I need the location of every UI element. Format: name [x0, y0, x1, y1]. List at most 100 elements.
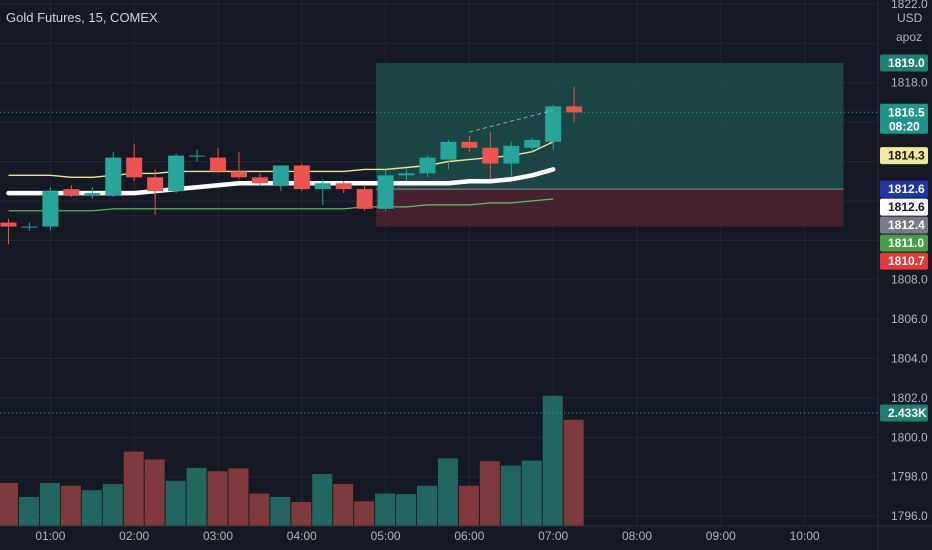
volume-bar	[563, 419, 584, 526]
price-tag-bg	[880, 216, 928, 234]
candles	[0, 86, 583, 245]
candle-body	[314, 183, 331, 190]
volume-bar	[144, 459, 165, 526]
price-tag-bg	[880, 234, 928, 252]
price-tag-bg	[880, 147, 928, 165]
candle-body	[189, 155, 206, 157]
volume-bar	[270, 496, 291, 526]
candle-body	[482, 147, 499, 164]
volume-bar	[291, 501, 312, 526]
candle-body	[168, 155, 185, 192]
price-tag-bg	[880, 54, 928, 72]
ma-green-line	[8, 198, 554, 212]
price-tick-label: 1804.0	[891, 352, 928, 366]
candle-body	[21, 226, 38, 228]
price-tick-label: 1796.0	[891, 509, 928, 523]
price-tag: 1812.4	[888, 218, 925, 232]
price-tick-label: 1822.0	[891, 0, 928, 11]
volume-bars	[0, 395, 584, 526]
currency-label[interactable]: USD	[897, 11, 923, 25]
time-tick-label: 07:00	[538, 529, 568, 543]
volume-bar	[542, 395, 563, 526]
volume-bar	[396, 494, 417, 526]
time-tick-label: 05:00	[371, 529, 401, 543]
candle-body	[545, 106, 562, 142]
candle-body	[293, 165, 310, 190]
candle-body	[461, 141, 478, 148]
candle-body	[503, 145, 520, 164]
candle-body	[42, 191, 59, 227]
candle-body	[251, 177, 268, 184]
volume-bar	[333, 484, 354, 526]
price-tag: 1812.6	[888, 182, 925, 196]
volume-bar	[39, 482, 60, 526]
price-lines	[0, 109, 878, 414]
volume-bar	[500, 465, 521, 526]
trend-dashed-line	[469, 109, 554, 133]
candle-body	[419, 157, 436, 174]
price-tag-time: 08:20	[889, 119, 920, 133]
time-tick-label: 09:00	[706, 529, 736, 543]
volume-bar	[312, 474, 333, 526]
price-tick-label: 1798.0	[891, 470, 928, 484]
time-tick-label: 10:00	[790, 529, 820, 543]
volume-bar	[186, 467, 207, 526]
volume-bar	[521, 460, 542, 526]
volume-bar	[165, 480, 186, 526]
position-zones	[376, 63, 844, 227]
price-tag-bg	[880, 180, 928, 198]
candle-body	[377, 175, 394, 209]
chart-title: Gold Futures, 15, COMEX	[6, 10, 158, 25]
candle-body	[0, 222, 17, 227]
price-tags: 1819.0 1816.508:20 1814.3 1812.6 1812.6 1812.…	[880, 54, 928, 422]
candle-body	[356, 189, 373, 209]
price-tag: 1816.5	[888, 105, 925, 119]
loss-zone	[376, 189, 844, 227]
price-tick-label: 1806.0	[891, 312, 928, 326]
price-tick-label: 1802.0	[891, 391, 928, 405]
candle-body	[105, 157, 122, 196]
volume-bar	[354, 501, 375, 526]
time-tick-label: 03:00	[203, 529, 233, 543]
scale-mode-label[interactable]: apoz	[896, 30, 922, 44]
time-tick-label: 01:00	[35, 529, 65, 543]
volume-bar	[102, 484, 123, 526]
time-tick-label: 06:00	[454, 529, 484, 543]
volume-bar	[479, 461, 500, 526]
price-axis: 1796.0 1798.0 1800.0 1802.0 1804.0 1806.0 1808…	[877, 0, 928, 550]
candle-body	[398, 173, 415, 176]
volume-tag-bg	[880, 404, 928, 422]
price-tick-label: 1808.0	[891, 273, 928, 287]
volume-bar	[123, 451, 144, 526]
volume-bar	[437, 458, 458, 526]
volume-bar	[18, 496, 39, 526]
price-tag: 1810.7	[888, 254, 925, 268]
price-tag-bg	[880, 103, 928, 134]
volume-bar	[81, 490, 102, 526]
price-tick-label: 1800.0	[891, 430, 928, 444]
time-tick-label: 02:00	[119, 529, 149, 543]
volume-tag: 2.433K	[888, 406, 927, 420]
candle-body	[84, 193, 101, 196]
candle-body	[335, 183, 352, 190]
candle-body	[566, 106, 583, 113]
candle-body	[524, 139, 541, 148]
volume-bar	[60, 485, 81, 526]
candle-body	[147, 177, 164, 192]
candle-body	[210, 157, 226, 172]
candle-body	[63, 189, 80, 196]
volume-bar	[375, 493, 396, 526]
price-tick-label: 1818.0	[891, 76, 928, 90]
price-tag: 1814.3	[888, 149, 925, 163]
candle-body	[230, 171, 247, 178]
volume-bar	[207, 471, 228, 526]
price-tag-bg	[880, 198, 928, 216]
volume-bar	[0, 482, 18, 526]
time-axis: 01:00 02:00 03:00 04:00 05:00 06:00 07:00 08:00…	[0, 525, 932, 543]
volume-bar	[228, 468, 249, 526]
price-tag-bg	[880, 252, 928, 270]
profit-zone	[376, 63, 844, 190]
time-tick-label: 08:00	[622, 529, 652, 543]
